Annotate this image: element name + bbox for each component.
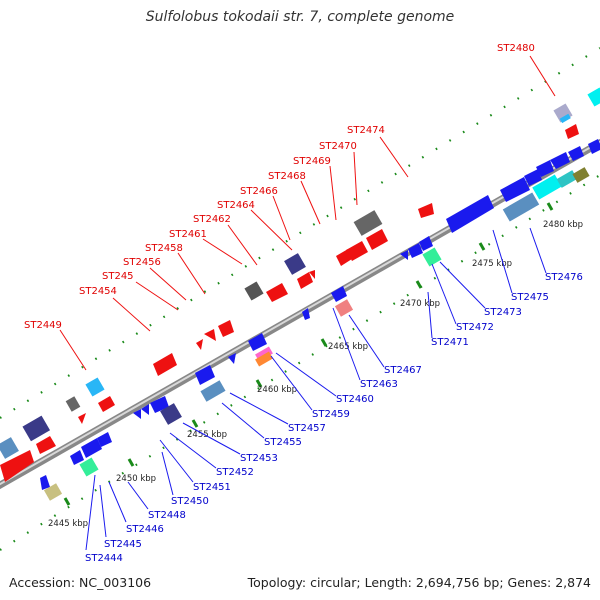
gene-label-st2466: ST2466 — [240, 186, 278, 197]
gene-label-st2467: ST2467 — [384, 365, 422, 376]
genome-summary: Topology: circular; Length: 2,694,756 bp… — [247, 575, 591, 590]
accession-label: Accession: NC_003106 — [9, 575, 152, 590]
gene-label-st2459: ST2459 — [312, 409, 350, 420]
gene-label-st2444: ST2444 — [85, 553, 123, 564]
gene-label-st2474: ST2474 — [347, 125, 385, 136]
kbp-ticks — [63, 202, 554, 506]
forward-strand-genes — [0, 87, 600, 482]
bottom-gene-labels: ST2444 ST2445 ST2446 ST2448 ST2450 ST245… — [85, 272, 583, 564]
gene-label-st2451: ST2451 — [193, 482, 231, 493]
gene-label-st2464: ST2464 — [217, 200, 255, 211]
gene-label-st2469: ST2469 — [293, 156, 331, 167]
gene-label-st2475: ST2475 — [511, 292, 549, 303]
gene-label-st2471: ST2471 — [431, 337, 469, 348]
svg-text:2450 kbp: 2450 kbp — [116, 474, 156, 484]
top-gene-labels: ST2449 ST2454 ST245 ST2456 ST2458 ST2461… — [24, 43, 535, 331]
svg-text:2460 kbp: 2460 kbp — [257, 385, 297, 395]
gene-label-st2457: ST2457 — [288, 423, 326, 434]
map-title: Sulfolobus tokodaii str. 7, complete gen… — [145, 9, 455, 25]
gene-label-st2450: ST2450 — [171, 496, 209, 507]
genome-backbone — [0, 138, 600, 490]
gene-label-st2470: ST2470 — [319, 141, 357, 152]
svg-text:2475 kbp: 2475 kbp — [472, 259, 512, 269]
gene-label-st2452: ST2452 — [216, 467, 254, 478]
gene-label-st2468: ST2468 — [268, 171, 306, 182]
svg-text:2480 kbp: 2480 kbp — [543, 220, 583, 230]
gene-label-st2446: ST2446 — [126, 524, 164, 535]
gene-label-st2453: ST2453 — [240, 453, 278, 464]
gene-label-st2472: ST2472 — [456, 322, 494, 333]
gene-label-st245: ST245 — [102, 271, 134, 282]
reverse-strand-genes — [40, 139, 600, 501]
lower-dotted-track — [0, 174, 600, 551]
gene-label-st2460: ST2460 — [336, 394, 374, 405]
gene-label-st2448: ST2448 — [148, 510, 186, 521]
gene-label-st2463: ST2463 — [360, 379, 398, 390]
gene-label-st2458: ST2458 — [145, 243, 183, 254]
top-leader-lines — [59, 55, 556, 371]
gene-label-st2461: ST2461 — [169, 229, 207, 240]
svg-text:2470 kbp: 2470 kbp — [400, 299, 440, 309]
gene-label-st2473: ST2473 — [484, 307, 522, 318]
gene-label-st2449: ST2449 — [24, 320, 62, 331]
svg-text:2445 kbp: 2445 kbp — [48, 519, 88, 529]
gene-label-st2476: ST2476 — [545, 272, 583, 283]
gene-label-st2462: ST2462 — [193, 214, 231, 225]
bottom-leader-lines — [85, 227, 547, 551]
svg-text:2455 kbp: 2455 kbp — [187, 430, 227, 440]
gene-label-st2456: ST2456 — [123, 257, 161, 268]
gene-label-st2445: ST2445 — [104, 539, 142, 550]
gene-label-st2454: ST2454 — [79, 286, 117, 297]
upper-dotted-track — [0, 47, 600, 419]
gene-label-st2480: ST2480 — [497, 43, 535, 54]
gene-label-st2455: ST2455 — [264, 437, 302, 448]
